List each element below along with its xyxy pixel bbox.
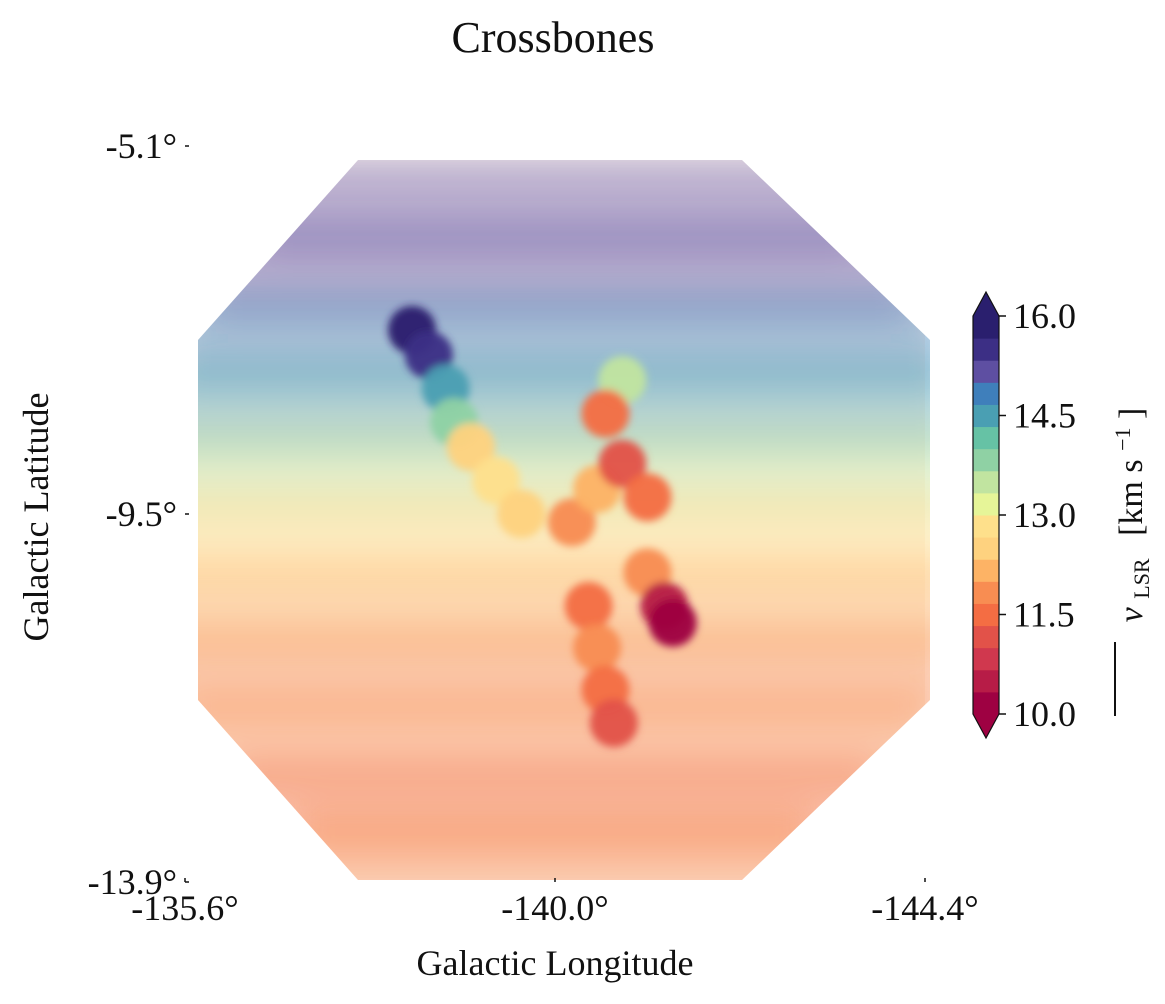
x-tick-label-0: -135.6°	[131, 888, 238, 928]
filament-point-12	[581, 389, 630, 438]
colorbar-tick-label-0: 10.0	[1013, 694, 1076, 734]
colorbar-segment-2	[973, 647, 999, 671]
colorbar-segment-3	[973, 625, 999, 649]
colorbar-label: v LSR [km s −1 ]	[1101, 408, 1157, 716]
colorbar-segment-14	[973, 382, 999, 405]
colorbar-tick-label-2: 13.0	[1013, 495, 1076, 535]
colorbar-segment-1	[973, 669, 999, 693]
filament-point-5	[472, 456, 521, 505]
colorbar-extend-bottom	[973, 714, 999, 738]
filament-point-17	[573, 623, 622, 672]
y-axis: -5.1° -9.5° -13.9°	[88, 126, 189, 902]
y-tick-label-0: -5.1°	[106, 126, 177, 166]
colorbar-tick-label-1: 11.5	[1013, 595, 1075, 635]
colorbar-label-close: ]	[1113, 408, 1150, 419]
colorbar-segment-17	[973, 316, 999, 339]
colorbar-segment-10	[973, 470, 999, 494]
colorbar-segment-5	[973, 581, 999, 604]
colorbar-label-unit: [km s	[1113, 459, 1150, 536]
colorbar-tick-label-4: 16.0	[1013, 296, 1076, 336]
colorbar-segment-15	[973, 360, 999, 383]
filament-point-15	[648, 598, 697, 647]
filament-point-6	[497, 490, 546, 538]
svg-text:v LSR [km s: v LSR [km s −1 ]	[1101, 408, 1157, 623]
x-axis: -135.6° -140.0° -144.4°	[131, 878, 979, 928]
colorbar-segment-8	[973, 515, 999, 538]
x-axis-label: Galactic Longitude	[417, 943, 694, 983]
y-tick-label-2: -13.9°	[88, 862, 177, 902]
filament-velocity-field	[388, 306, 697, 748]
filament-point-7	[547, 498, 596, 547]
colorbar-segment-9	[973, 492, 999, 516]
colorbar-segment-7	[973, 537, 999, 560]
colorbar-segment-11	[973, 448, 999, 472]
y-axis-label: Galactic Latitude	[16, 393, 56, 642]
colorbar-segment-13	[973, 404, 999, 428]
colorbar-segment-16	[973, 338, 999, 361]
filament-point-19	[589, 699, 638, 748]
chart-title: Crossbones	[452, 13, 655, 62]
velocity-map	[198, 160, 930, 880]
x-tick-label-2: -144.4°	[871, 888, 978, 928]
colorbar-label-symbol: v	[1113, 606, 1150, 622]
colorbar-segment-12	[973, 426, 999, 450]
colorbar-extend-top	[973, 292, 999, 316]
colorbar-tick-label-3: 14.5	[1013, 396, 1076, 436]
filament-point-9	[598, 439, 647, 488]
background-band-10	[296, 808, 814, 880]
x-tick-label-1: -140.0°	[501, 888, 608, 928]
colorbar-segment-4	[973, 603, 999, 627]
filament-point-4	[446, 423, 495, 472]
filament-point-10	[623, 473, 672, 522]
colorbar-label-subscript: LSR	[1129, 558, 1154, 599]
y-tick-label-1: -9.5°	[106, 494, 177, 534]
colorbar-label-superscript: −1	[1110, 427, 1135, 450]
colorbar-segment-6	[973, 559, 999, 582]
filament-point-16	[564, 582, 613, 630]
colorbar: 10.0 11.5 13.0 14.5 16.0	[972, 290, 1076, 740]
colorbar-segment-0	[973, 691, 999, 715]
